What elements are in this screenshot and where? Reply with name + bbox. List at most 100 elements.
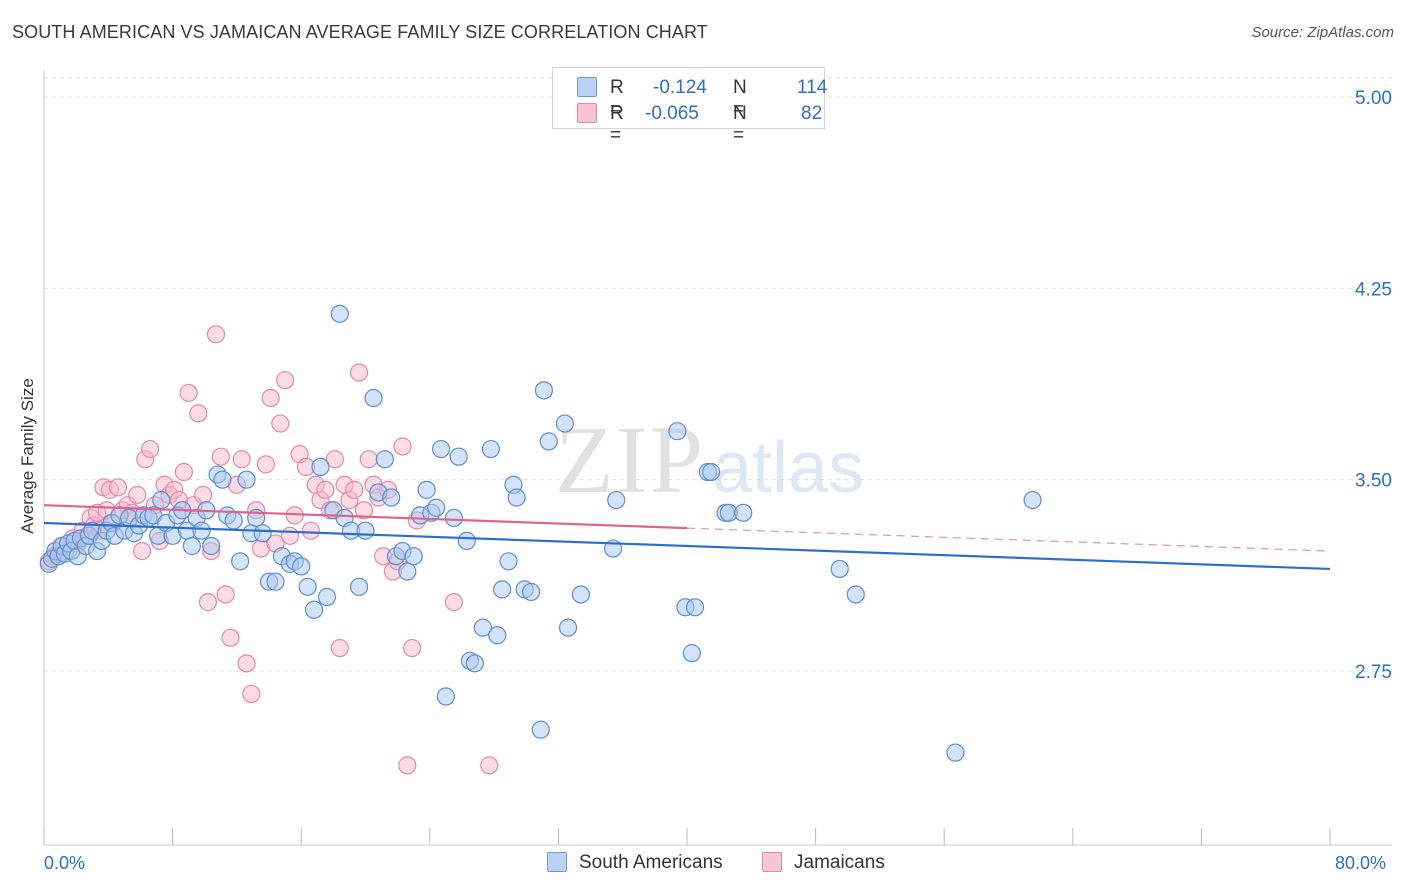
trend-lines [43, 504, 1331, 571]
south-american-point [444, 508, 464, 528]
south-american-point [253, 524, 272, 543]
jamaican-point [174, 462, 193, 482]
legend-n-value-pink: 82 [801, 103, 823, 124]
correlation-legend: R = -0.124 N = 114 R = -0.065 N = 82 [552, 67, 828, 146]
source-label: Source: ZipAtlas.com [1251, 24, 1394, 41]
jamaican-point [237, 654, 256, 673]
south-american-point [224, 511, 243, 530]
jamaican-point [480, 756, 499, 775]
jamaicans-trendline-dashed [686, 527, 1331, 552]
jamaicans-trendline [43, 504, 688, 530]
jamaican-point [403, 638, 422, 658]
legend-r-value-blue: -0.124 [653, 77, 707, 98]
jamaican-point [128, 485, 147, 505]
south-american-point [457, 531, 476, 550]
jamaican-point [242, 684, 261, 704]
legend-n-label: N = [733, 77, 747, 120]
jamaican-point [108, 478, 128, 497]
jamaican-point [398, 756, 417, 775]
jamaican-point [232, 450, 251, 469]
gridlines [44, 77, 1392, 672]
south-american-point [330, 304, 349, 323]
jamaican-point [256, 455, 275, 474]
south-american-point [702, 462, 721, 482]
legend-swatch-pink [577, 103, 597, 123]
axes [43, 70, 1392, 846]
south-american-point [507, 488, 526, 507]
jamaican-point [194, 485, 213, 505]
south-american-point [830, 559, 849, 579]
jamaican-point [206, 325, 226, 344]
south-american-point [685, 598, 705, 617]
south-american-point [473, 618, 492, 637]
jamaican-point [280, 526, 300, 545]
zipatlas-watermark: ZIP atlas [555, 406, 864, 513]
south-american-point [317, 587, 337, 607]
south-american-point [311, 457, 330, 477]
jamaican-point [345, 480, 364, 499]
south-american-point [417, 480, 436, 499]
bottom-legend-swatch-pink [762, 852, 782, 872]
jamaican-point [211, 447, 230, 466]
south-american-point [493, 580, 512, 599]
jamaican-point [221, 628, 240, 647]
jamaican-point [179, 383, 198, 403]
legend-r-label: R = [610, 103, 624, 146]
watermark-zip: ZIP [555, 406, 705, 513]
jamaican-point [316, 480, 335, 499]
south-american-point [152, 490, 171, 510]
south-american-point [427, 498, 446, 517]
jamaican-point [354, 501, 373, 520]
south-american-point [364, 388, 383, 408]
jamaican-point [301, 521, 320, 540]
south-american-point [465, 654, 484, 673]
south-american-point [231, 552, 250, 571]
legend-n-value-blue: 114 [797, 77, 828, 98]
legend-r-label: R = [610, 77, 624, 120]
south-american-point [481, 439, 500, 459]
watermark-atlas: atlas [712, 428, 864, 508]
chart-title: SOUTH AMERICAN VS JAMAICAN AVERAGE FAMIL… [12, 22, 708, 42]
jamaicans-points [39, 325, 499, 775]
jamaican-point [189, 404, 208, 423]
jamaican-point [198, 593, 218, 612]
y-tick-label: 4.25 [1355, 279, 1392, 300]
jamaican-point [132, 541, 152, 561]
y-tick-label: 3.50 [1355, 471, 1392, 492]
south-american-point [356, 521, 375, 540]
south-american-point [682, 644, 701, 663]
south-american-point [607, 490, 626, 510]
south-american-point [555, 414, 574, 433]
legend-r-value-pink: -0.065 [645, 103, 699, 124]
south-american-point [292, 557, 311, 576]
jamaican-point [349, 363, 369, 382]
jamaican-point [330, 638, 349, 658]
bottom-legend-label-pink: Jamaicans [794, 852, 885, 873]
jamaican-point [271, 414, 290, 433]
south-american-point [349, 577, 369, 596]
south-american-point [558, 618, 578, 637]
south-american-point [488, 626, 507, 645]
south-american-point [398, 562, 417, 581]
south-american-point [213, 470, 232, 489]
jamaican-point [393, 437, 412, 456]
south-american-point [298, 577, 317, 596]
jamaican-point [216, 585, 235, 604]
south-american-point [534, 381, 554, 400]
y-tick-labels: 2.75 3.50 4.25 5.00 [1355, 88, 1392, 683]
south-american-point [521, 582, 541, 602]
jamaican-point [325, 450, 345, 469]
south-american-point [846, 585, 865, 604]
jamaican-point [261, 388, 280, 408]
jamaican-point [359, 450, 378, 469]
south-american-point [304, 600, 324, 619]
south-american-point [431, 439, 451, 459]
south-american-point [571, 585, 591, 604]
south-american-point [266, 572, 285, 591]
y-tick-label: 5.00 [1355, 88, 1392, 109]
y-tick-label: 2.75 [1355, 662, 1392, 683]
south-americans-points [39, 304, 1042, 762]
south-american-point [436, 687, 455, 706]
south-american-point [375, 450, 394, 469]
